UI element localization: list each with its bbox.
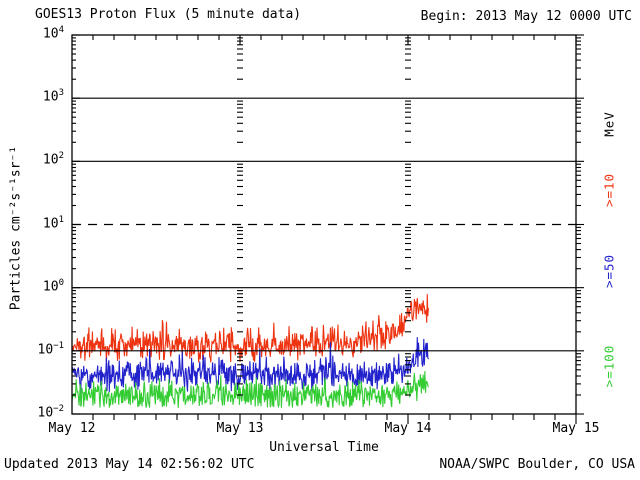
- axis-ticks: [72, 34, 584, 424]
- energy-label-MeV: MeV: [601, 111, 617, 137]
- series-protons-100-mev: [71, 371, 429, 409]
- y-axis-title: Particles cm⁻²s⁻¹sr⁻¹: [8, 145, 24, 311]
- y-tick-label: 103: [42, 88, 64, 105]
- energy-label-50: >=50: [601, 253, 617, 289]
- x-tick-label: May 14: [384, 421, 432, 436]
- x-tick-label: May 12: [48, 421, 96, 436]
- y-tick-label: 100: [42, 277, 64, 294]
- y-tick-label: 10−2: [37, 404, 65, 421]
- energy-label-100: >=100: [601, 344, 617, 388]
- x-axis-title: Universal Time: [269, 440, 379, 455]
- series-protons-10-mev: [71, 294, 429, 363]
- y-tick-label: 104: [42, 25, 64, 42]
- y-tick-label: 102: [42, 151, 64, 168]
- x-tick-label: May 15: [552, 421, 600, 436]
- y-tick-label: 10−1: [37, 340, 65, 358]
- source-credit: NOAA/SWPC Boulder, CO USA: [439, 457, 635, 472]
- begin-timestamp: Begin: 2013 May 12 0000 UTC: [420, 9, 632, 24]
- chart-title: GOES13 Proton Flux (5 minute data): [35, 7, 302, 22]
- series-protons-50-mev: [71, 337, 429, 394]
- y-tick-label: 101: [42, 214, 64, 231]
- updated-timestamp: Updated 2013 May 14 02:56:02 UTC: [4, 457, 255, 472]
- x-tick-label: May 13: [216, 421, 264, 436]
- plot-border: [71, 34, 577, 415]
- energy-label-10: >=10: [601, 172, 617, 208]
